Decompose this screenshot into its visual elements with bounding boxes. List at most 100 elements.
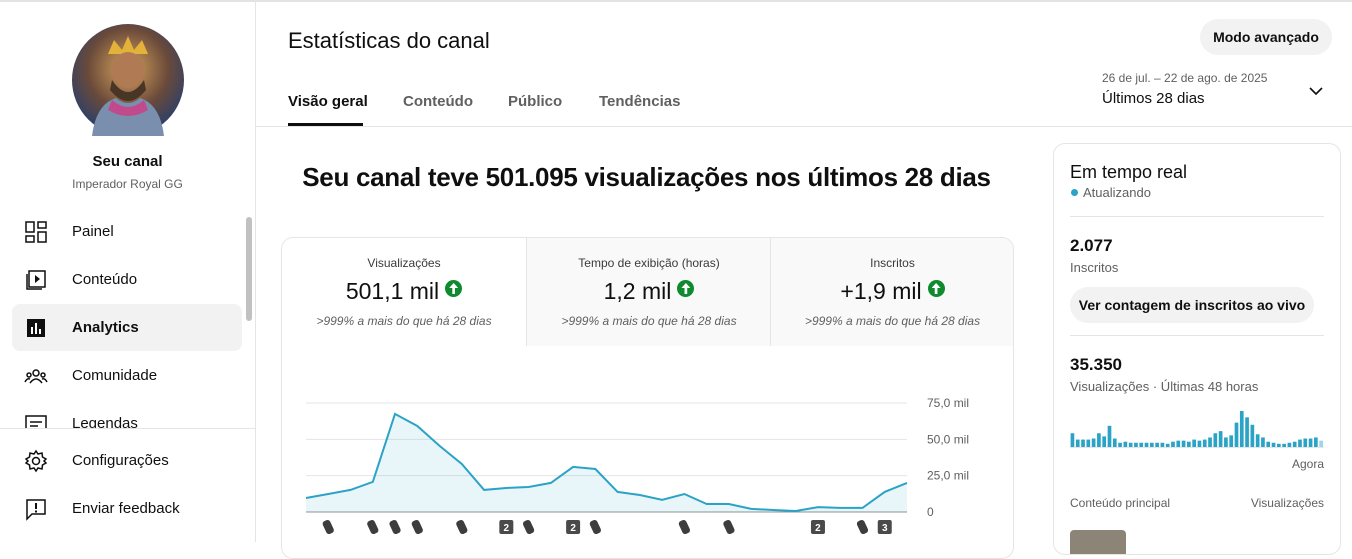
- tab[interactable]: Conteúdo: [403, 93, 473, 110]
- bar: [1102, 436, 1107, 447]
- bar: [1171, 441, 1175, 447]
- up-icon: [927, 280, 945, 297]
- shorts-icon: [522, 519, 535, 535]
- bar: [1181, 440, 1186, 447]
- bar: [1091, 438, 1096, 447]
- line-area: [306, 413, 907, 512]
- shorts-icon: [456, 519, 468, 535]
- nav-active-bg: [12, 304, 242, 351]
- thumbnail[interactable]: [1070, 530, 1126, 554]
- bar: [1118, 442, 1122, 447]
- shorts-icon: [389, 519, 401, 535]
- y-tick-label: 75,0 mil: [927, 396, 969, 410]
- upload-badge-count: 2: [815, 523, 821, 534]
- bar: [1075, 439, 1080, 447]
- bar: [1287, 442, 1292, 447]
- footer-item[interactable]: Configurações: [72, 452, 169, 469]
- footer-item[interactable]: Enviar feedback: [72, 500, 180, 517]
- bar: [1139, 442, 1144, 447]
- avatar[interactable]: [72, 24, 184, 136]
- bar: [1165, 443, 1170, 447]
- metric-label: Tempo de exibição (horas): [578, 256, 720, 270]
- tab[interactable]: Tendências: [599, 93, 681, 110]
- nav-item[interactable]: Painel: [72, 223, 114, 240]
- nav-item[interactable]: Comunidade: [72, 367, 158, 384]
- metric-tab[interactable]: Visualizações 501,1 mil >999% a mais do …: [282, 238, 526, 346]
- top-border: [0, 0, 1352, 2]
- upload-badge-count: 2: [570, 523, 576, 534]
- bar: [1229, 435, 1234, 447]
- bar: [1176, 440, 1181, 447]
- shorts-icon: [411, 519, 423, 535]
- nav-item[interactable]: Legendas: [72, 415, 138, 428]
- bar: [1303, 438, 1308, 447]
- shorts-icon: [856, 519, 869, 535]
- scrollbar[interactable]: [246, 217, 252, 321]
- bar: [1144, 442, 1149, 447]
- upload-badge: [810, 520, 825, 534]
- page-title: Estatísticas do canal: [288, 28, 490, 53]
- icon-feedback: [26, 499, 46, 521]
- bar: [1149, 442, 1154, 447]
- bar: [1250, 424, 1255, 447]
- bar: [1112, 438, 1117, 447]
- bar-chart: [1070, 411, 1324, 448]
- date-range: 26 de jul. – 22 de ago. de 2025: [1102, 71, 1268, 85]
- tab-underline: [288, 123, 363, 126]
- bar: [1187, 441, 1191, 447]
- metric-value: +1,9 mil: [771, 278, 1013, 305]
- sidebar: Seu canal Imperador Royal GG Painel Cont…: [0, 0, 256, 542]
- subscribers-count: 2.077: [1070, 236, 1113, 255]
- advanced-mode-button[interactable]: Modo avançado: [1200, 19, 1332, 55]
- header-border: [256, 126, 1352, 127]
- up-icon: [677, 280, 695, 297]
- icon-subtitles: [25, 415, 47, 428]
- up-icon: [445, 280, 463, 297]
- divider: [1070, 335, 1324, 336]
- upload-badge-count: 3: [882, 523, 888, 534]
- subscribers-label: Inscritos: [1070, 260, 1119, 275]
- bar: [1197, 440, 1202, 447]
- bar: [1213, 433, 1218, 447]
- realtime-title: Em tempo real: [1070, 162, 1188, 182]
- bar: [1086, 439, 1091, 447]
- metric-note: >999% a mais do que há 28 dias: [804, 314, 981, 328]
- channel-title: Seu canal: [92, 153, 163, 170]
- shorts-icon: [723, 519, 735, 535]
- upload-badge: [566, 520, 581, 534]
- views-label: Visualizações · Últimas 48 horas: [1070, 379, 1259, 394]
- metric-tab[interactable]: Inscritos +1,9 mil >999% a mais do que h…: [770, 238, 1013, 346]
- live-count-button[interactable]: Ver contagem de inscritos ao vivo: [1070, 287, 1314, 323]
- dropdown-arrow[interactable]: [1308, 85, 1324, 97]
- bar: [1292, 441, 1297, 447]
- metric-note: >999% a mais do que há 28 dias: [316, 314, 492, 328]
- realtime-status: Atualizando: [1083, 185, 1151, 200]
- shorts-icon: [367, 519, 379, 535]
- channel-name: Imperador Royal GG: [72, 177, 183, 191]
- upload-badge: [499, 520, 514, 534]
- bar: [1224, 437, 1228, 447]
- metric-number: +1,9 mil: [840, 278, 922, 304]
- bar: [1308, 438, 1313, 447]
- icon-analytics: [27, 319, 45, 337]
- period[interactable]: Últimos 28 dias: [1102, 90, 1205, 107]
- metric-tab[interactable]: Tempo de exibição (horas) 1,2 mil >999% …: [526, 238, 771, 346]
- bar: [1128, 442, 1133, 447]
- bar: [1107, 425, 1112, 447]
- bar: [1070, 433, 1075, 447]
- tab[interactable]: Visão geral: [288, 93, 368, 110]
- icon-content: [26, 270, 46, 290]
- shorts-icon: [322, 519, 334, 535]
- bar: [1239, 411, 1244, 447]
- bar: [1255, 434, 1260, 447]
- nav-item[interactable]: Analytics: [72, 319, 139, 336]
- metrics-card: Visualizações 501,1 mil >999% a mais do …: [281, 237, 1014, 559]
- icon-community: [24, 369, 48, 384]
- headline: Seu canal teve 501.095 visualizações nos…: [302, 162, 991, 192]
- bar: [1298, 439, 1302, 447]
- y-tick-label: 0: [927, 505, 934, 519]
- nav-item[interactable]: Conteúdo: [72, 271, 138, 288]
- bar: [1081, 439, 1085, 447]
- tab[interactable]: Público: [508, 93, 563, 110]
- top-content-label: Conteúdo principal: [1070, 496, 1171, 510]
